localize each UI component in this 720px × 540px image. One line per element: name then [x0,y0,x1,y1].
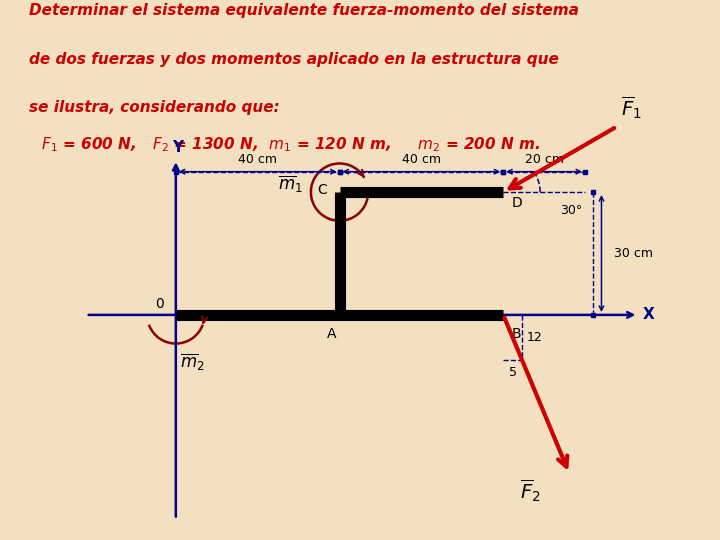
Text: 40 cm: 40 cm [402,152,441,166]
Text: A: A [327,327,336,341]
Text: 30°: 30° [561,205,582,218]
Text: $F_1$ = 600 N,   $F_2$ = 1300 N,  $m_1$ = 120 N m,     $m_2$ = 200 N m.: $F_1$ = 600 N, $F_2$ = 1300 N, $m_1$ = 1… [36,135,540,154]
Text: $\overline{m}_2$: $\overline{m}_2$ [180,352,204,373]
Text: de dos fuerzas y dos momentos aplicado en la estructura que: de dos fuerzas y dos momentos aplicado e… [29,52,559,67]
Text: X: X [642,307,654,322]
Text: Y: Y [172,140,184,156]
Text: 30 cm: 30 cm [613,247,653,260]
Text: se ilustra, considerando que:: se ilustra, considerando que: [29,100,279,116]
Text: C: C [318,183,328,197]
Text: $\overline{m}_1$: $\overline{m}_1$ [278,173,302,194]
Text: 12: 12 [526,331,542,344]
Text: 5: 5 [509,366,517,380]
Text: 40 cm: 40 cm [238,152,277,166]
Text: $\overline{F}_{1}$: $\overline{F}_{1}$ [621,94,642,120]
Text: $\overline{F}_{2}$: $\overline{F}_{2}$ [520,478,541,504]
Text: Determinar el sistema equivalente fuerza-momento del sistema: Determinar el sistema equivalente fuerza… [29,3,579,18]
Text: 20 cm: 20 cm [525,152,564,166]
Text: B: B [511,327,521,341]
Text: 0: 0 [155,297,163,311]
Text: D: D [511,196,522,210]
